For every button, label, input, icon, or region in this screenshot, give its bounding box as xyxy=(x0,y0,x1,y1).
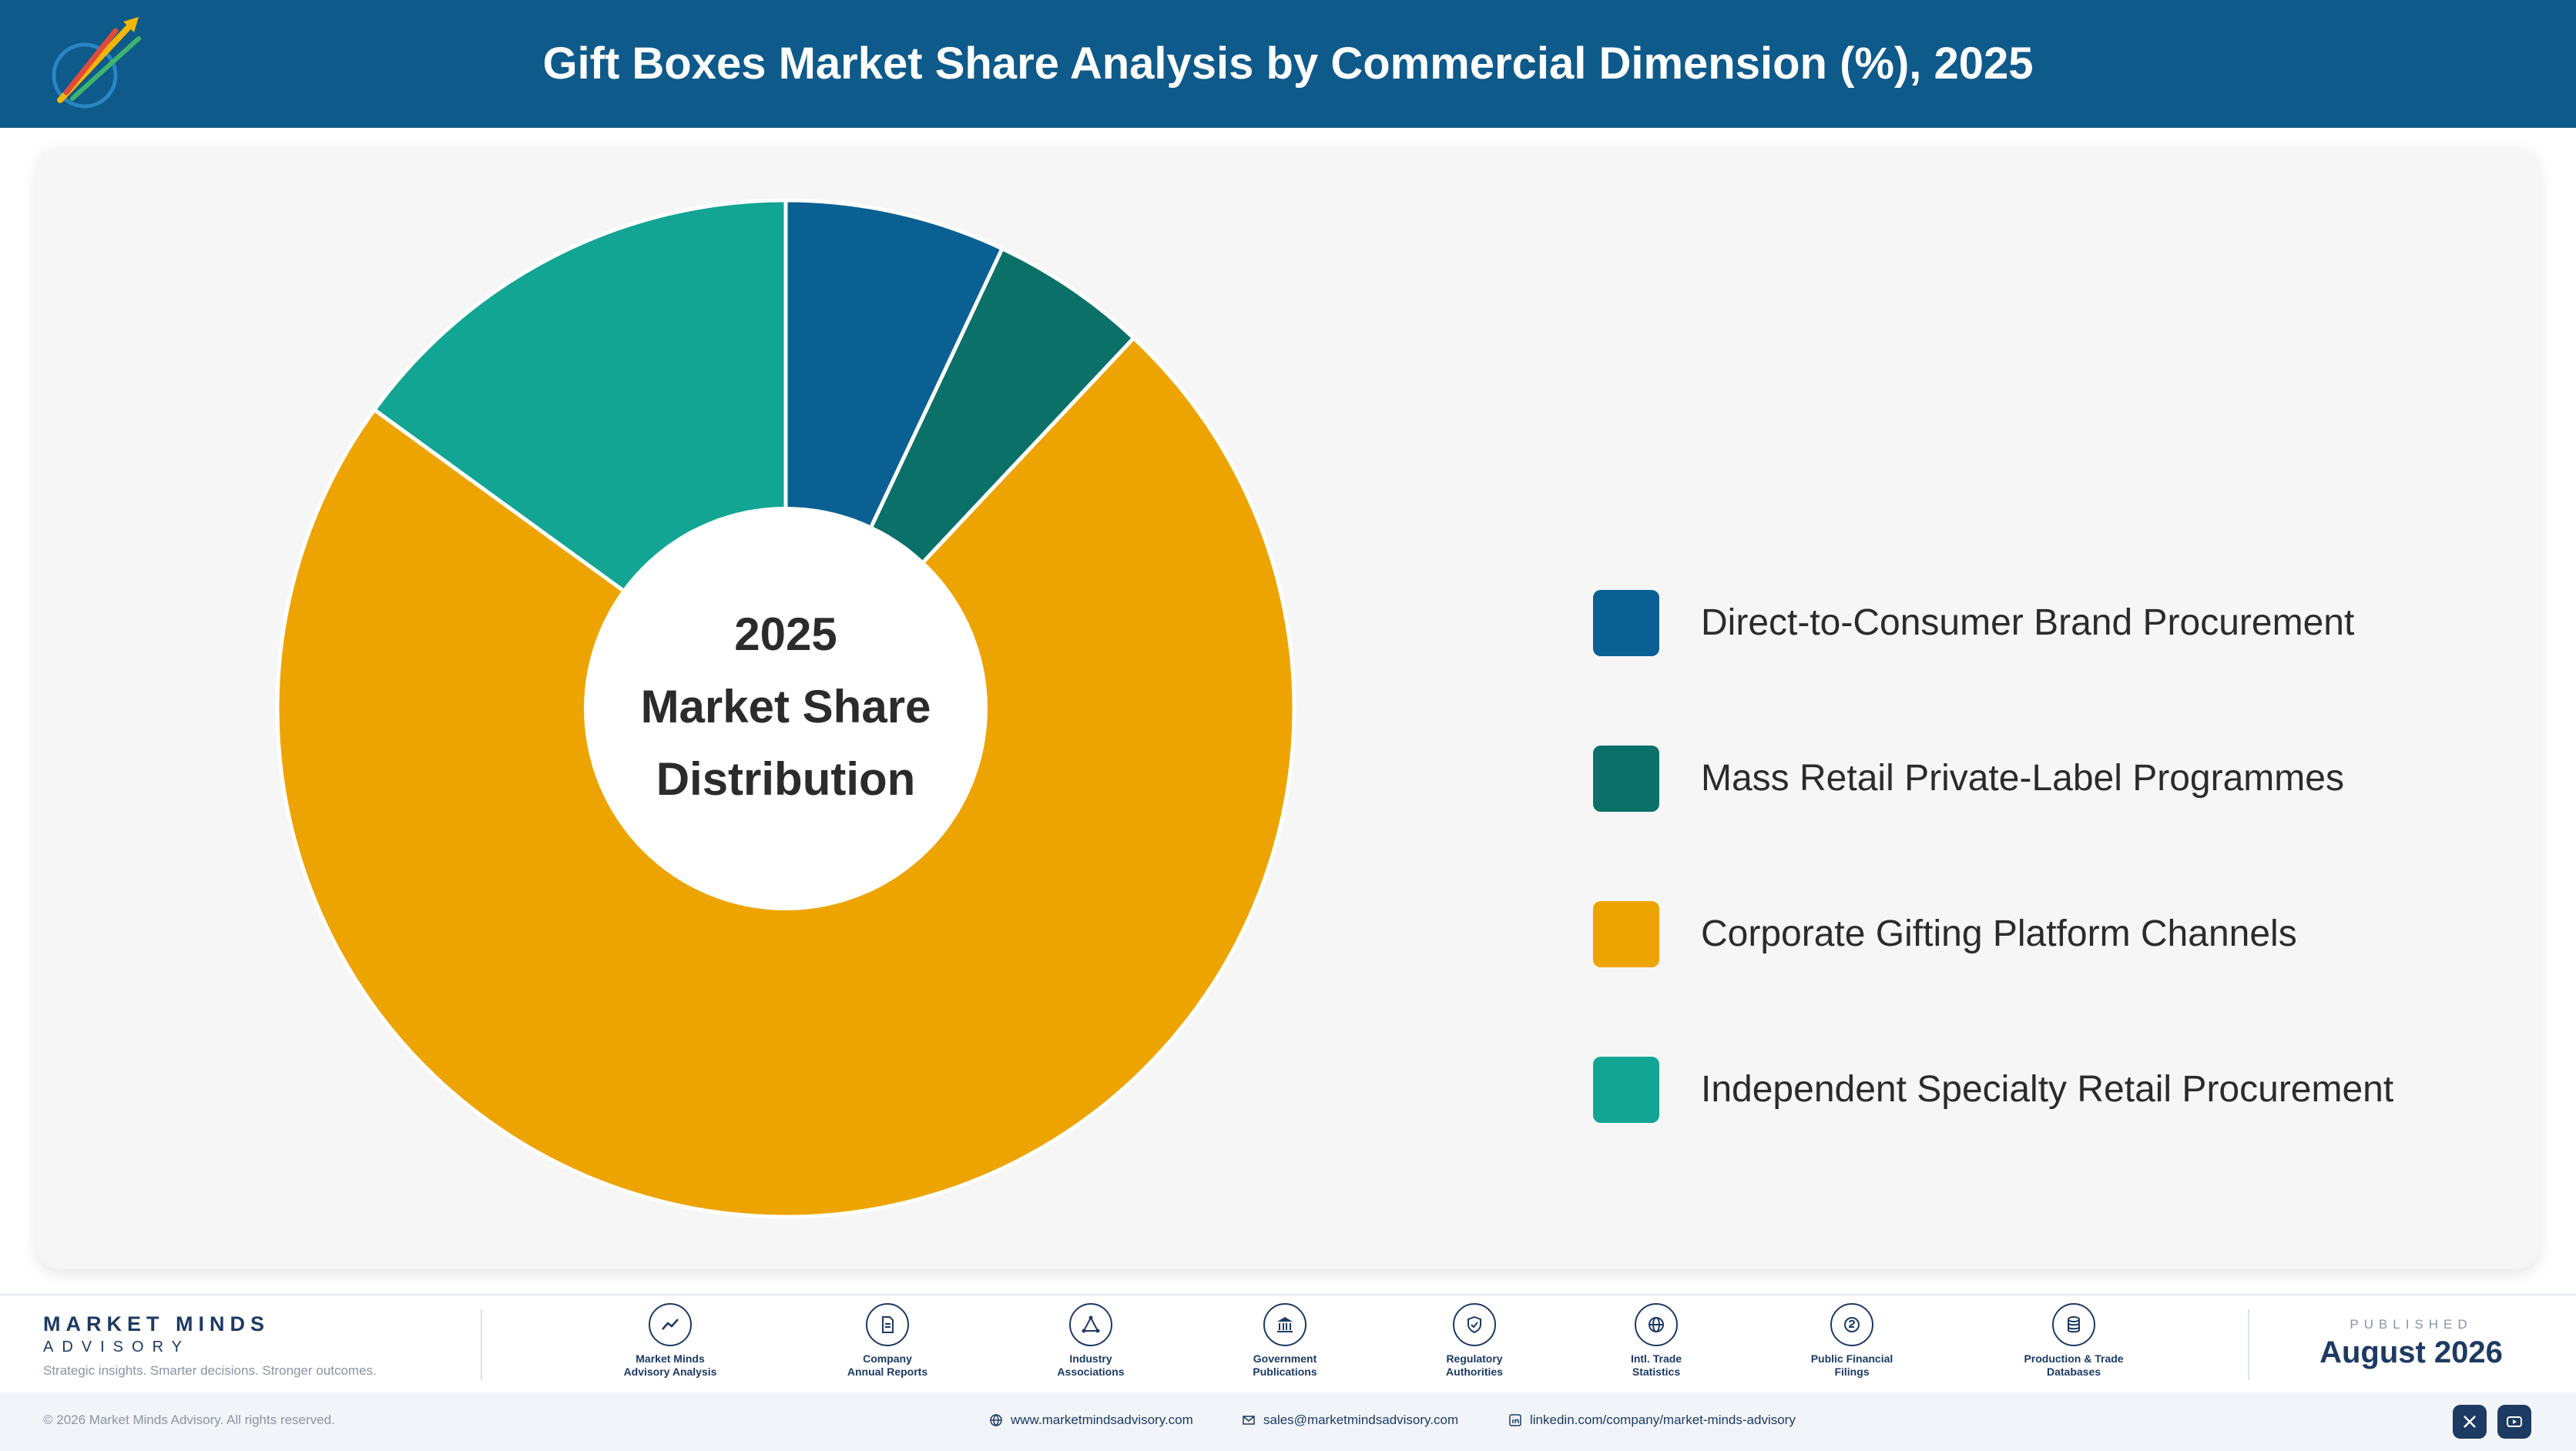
x-icon[interactable] xyxy=(2453,1405,2487,1439)
legend-label: Mass Retail Private-Label Programmes xyxy=(1701,758,2344,799)
shield-check-icon xyxy=(1453,1303,1496,1346)
legend-label: Corporate Gifting Platform Channels xyxy=(1701,913,2297,954)
source-label: Company Annual Reports xyxy=(847,1352,928,1378)
linkedin-icon xyxy=(1509,1414,1521,1426)
source-intl-trade-statistics: Intl. Trade Statistics xyxy=(1579,1303,1733,1379)
published-label: PUBLISHED xyxy=(2350,1317,2473,1332)
chart-legend: Direct-to-Consumer Brand Procurement Mas… xyxy=(1593,590,2517,1212)
footer: MARKET MINDS ADVISORY Strategic insights… xyxy=(0,1294,2576,1451)
trend-line-icon xyxy=(649,1303,692,1346)
divider xyxy=(2248,1309,2249,1380)
source-regulatory-authorities: Regulatory Authorities xyxy=(1397,1303,1551,1379)
globe-icon xyxy=(990,1414,1002,1427)
source-production-trade-databases: Production & Trade Databases xyxy=(1997,1303,2151,1379)
brand-subtitle: ADVISORY xyxy=(43,1339,190,1355)
legend-label: Direct-to-Consumer Brand Procurement xyxy=(1701,602,2355,643)
footer-bottom-bar: © 2026 Market Minds Advisory. All rights… xyxy=(0,1392,2576,1451)
source-label: Regulatory Authorities xyxy=(1446,1352,1503,1378)
youtube-icon[interactable] xyxy=(2497,1405,2531,1439)
source-market-minds-analysis: Market Minds Advisory Analysis xyxy=(593,1303,747,1379)
linkedin-text: linkedin.com/company/market-minds-adviso… xyxy=(1530,1412,1796,1427)
divider xyxy=(481,1309,482,1380)
legend-swatch xyxy=(1593,901,1659,967)
center-label-line2: Market Share xyxy=(641,681,931,732)
document-icon xyxy=(866,1303,909,1346)
source-government-publications: Government Publications xyxy=(1208,1303,1362,1379)
published-date: August 2026 xyxy=(2319,1335,2503,1369)
center-label-line3: Distribution xyxy=(656,753,916,805)
source-public-financial-filings: Public Financial Filings xyxy=(1775,1303,1929,1379)
header-bar: Gift Boxes Market Share Analysis by Comm… xyxy=(0,0,2576,128)
source-company-annual-reports: Company Annual Reports xyxy=(810,1303,964,1379)
database-icon xyxy=(2052,1303,2095,1346)
email-link[interactable]: sales@marketmindsadvisory.com xyxy=(1242,1412,1458,1428)
website-text: www.marketmindsadvisory.com xyxy=(1011,1412,1193,1427)
copyright-text: © 2026 Market Minds Advisory. All rights… xyxy=(43,1412,335,1427)
source-label: Production & Trade Databases xyxy=(2024,1352,2124,1378)
network-icon xyxy=(1069,1303,1112,1346)
legend-swatch xyxy=(1593,1057,1659,1123)
center-label-year: 2025 xyxy=(734,608,837,660)
legend-item-independent-specialty: Independent Specialty Retail Procurement xyxy=(1593,1057,2517,1212)
brand-name: MARKET MINDS xyxy=(43,1312,270,1335)
chart-card: 2025 Market Share Distribution Direct-to… xyxy=(37,148,2539,1269)
legend-item-mass-retail: Mass Retail Private-Label Programmes xyxy=(1593,746,2517,901)
page-title: Gift Boxes Market Share Analysis by Comm… xyxy=(542,39,2034,89)
legend-item-corporate-gifting: Corporate Gifting Platform Channels xyxy=(1593,901,2517,1057)
legend-swatch xyxy=(1593,746,1659,812)
website-link[interactable]: www.marketmindsadvisory.com xyxy=(989,1412,1193,1428)
source-label: Market Minds Advisory Analysis xyxy=(623,1352,717,1378)
legend-swatch xyxy=(1593,590,1659,656)
email-text: sales@marketmindsadvisory.com xyxy=(1263,1412,1459,1427)
mail-icon xyxy=(1243,1416,1255,1425)
source-label: Intl. Trade Statistics xyxy=(1630,1352,1682,1378)
linkedin-link[interactable]: linkedin.com/company/market-minds-adviso… xyxy=(1508,1412,1796,1428)
legend-item-direct-to-consumer: Direct-to-Consumer Brand Procurement xyxy=(1593,590,2517,746)
source-label: Public Financial Filings xyxy=(1810,1352,1893,1378)
source-industry-associations: Industry Associations xyxy=(1014,1303,1168,1379)
source-label: Industry Associations xyxy=(1057,1352,1125,1378)
donut-hole xyxy=(584,507,988,910)
legend-label: Independent Specialty Retail Procurement xyxy=(1701,1069,2394,1110)
coin-icon xyxy=(1830,1303,1873,1346)
globe-icon xyxy=(1635,1303,1678,1346)
donut-chart: 2025 Market Share Distribution xyxy=(275,198,1296,1219)
market-minds-logo-icon xyxy=(52,17,141,109)
source-label: Government Publications xyxy=(1253,1352,1317,1378)
brand-tagline: Strategic insights. Smarter decisions. S… xyxy=(43,1363,377,1378)
government-building-icon xyxy=(1263,1303,1306,1346)
